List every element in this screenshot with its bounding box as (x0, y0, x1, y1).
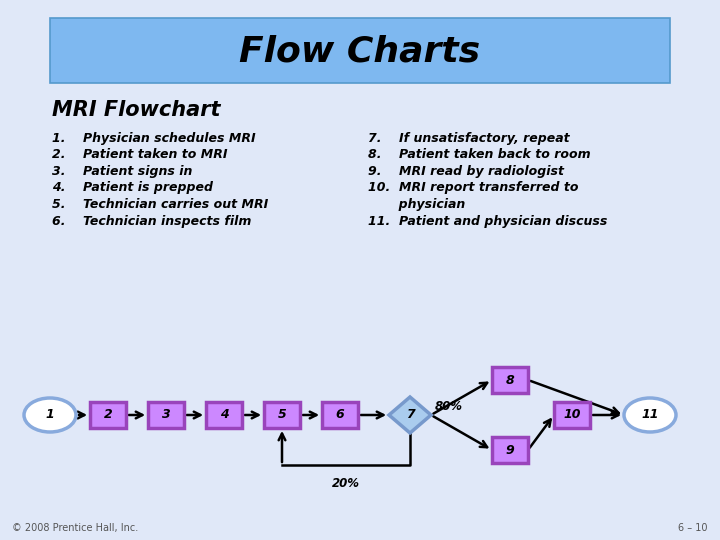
Text: 7.    If unsatisfactory, repeat: 7. If unsatisfactory, repeat (368, 132, 570, 145)
Text: 5: 5 (278, 408, 287, 422)
Text: 2: 2 (104, 408, 112, 422)
Text: 8.    Patient taken back to room: 8. Patient taken back to room (368, 148, 590, 161)
Text: 11: 11 (642, 408, 659, 422)
Text: 1.    Physician schedules MRI: 1. Physician schedules MRI (52, 132, 256, 145)
Text: 9.    MRI read by radiologist: 9. MRI read by radiologist (368, 165, 564, 178)
Text: 11.  Patient and physician discuss: 11. Patient and physician discuss (368, 214, 608, 227)
Text: 3.    Patient signs in: 3. Patient signs in (52, 165, 192, 178)
Text: 9: 9 (505, 443, 514, 456)
FancyBboxPatch shape (264, 402, 300, 428)
Text: 80%: 80% (435, 401, 463, 414)
Polygon shape (389, 397, 431, 433)
Text: 20%: 20% (332, 477, 360, 490)
Text: 10: 10 (563, 408, 581, 422)
FancyBboxPatch shape (492, 437, 528, 463)
Text: 4.    Patient is prepped: 4. Patient is prepped (52, 181, 213, 194)
FancyBboxPatch shape (322, 402, 358, 428)
Text: 7: 7 (405, 408, 415, 422)
Text: physician: physician (368, 198, 465, 211)
Ellipse shape (24, 398, 76, 432)
Text: 1: 1 (45, 408, 55, 422)
FancyBboxPatch shape (148, 402, 184, 428)
Text: 4: 4 (220, 408, 228, 422)
Text: © 2008 Prentice Hall, Inc.: © 2008 Prentice Hall, Inc. (12, 523, 138, 533)
Ellipse shape (624, 398, 676, 432)
Text: 6: 6 (336, 408, 344, 422)
Text: 10.  MRI report transferred to: 10. MRI report transferred to (368, 181, 578, 194)
FancyBboxPatch shape (206, 402, 242, 428)
Text: 6.    Technician inspects film: 6. Technician inspects film (52, 214, 251, 227)
Text: 2.    Patient taken to MRI: 2. Patient taken to MRI (52, 148, 228, 161)
FancyBboxPatch shape (554, 402, 590, 428)
FancyBboxPatch shape (492, 367, 528, 393)
Text: Flow Charts: Flow Charts (240, 35, 480, 69)
Text: 6 – 10: 6 – 10 (678, 523, 708, 533)
Text: MRI Flowchart: MRI Flowchart (52, 100, 220, 120)
FancyBboxPatch shape (90, 402, 126, 428)
Text: 8: 8 (505, 374, 514, 387)
Text: 3: 3 (161, 408, 171, 422)
FancyBboxPatch shape (50, 18, 670, 83)
Text: 5.    Technician carries out MRI: 5. Technician carries out MRI (52, 198, 269, 211)
